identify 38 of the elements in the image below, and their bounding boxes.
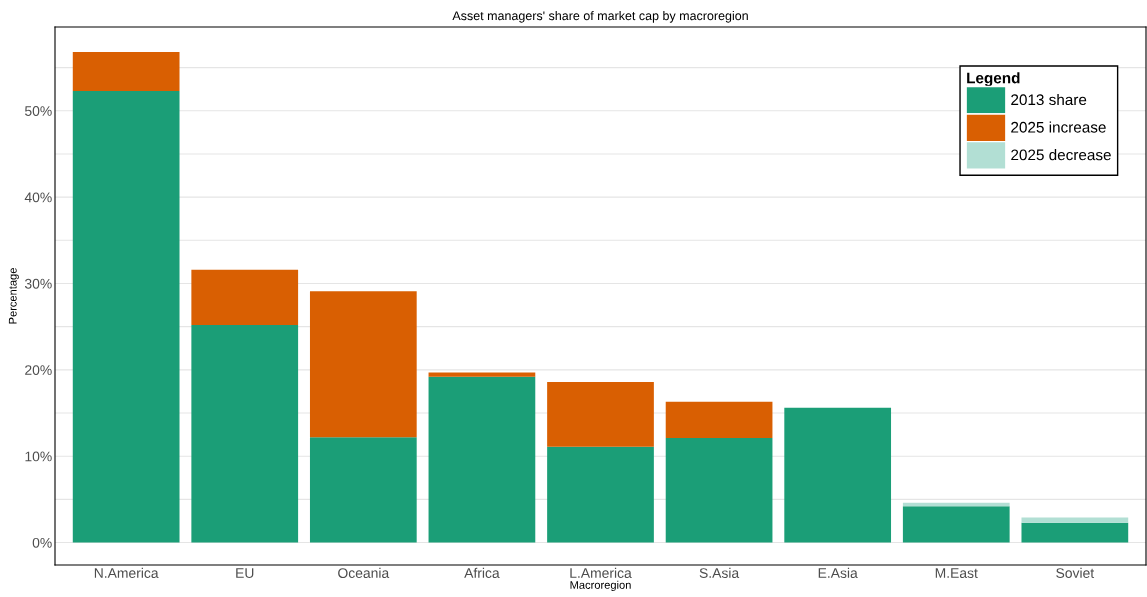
bar: [665, 438, 773, 543]
bar: [428, 376, 536, 543]
bar: [309, 437, 417, 543]
bar: [1021, 517, 1129, 523]
legend-label: 2013 share: [1011, 93, 1087, 106]
x-tick-label: L.America: [570, 567, 632, 578]
x-tick-label: Oceania: [338, 567, 390, 578]
bar: [309, 291, 417, 438]
bar: [428, 372, 536, 377]
bar: [547, 446, 654, 543]
x-tick-label: N.America: [94, 567, 159, 578]
x-tick-label: EU: [236, 568, 254, 578]
bar: [191, 324, 299, 543]
bar: [665, 401, 773, 439]
bar: [72, 90, 180, 543]
x-tick-label: E.Asia: [818, 567, 858, 578]
y-tick-label: 40%: [24, 192, 52, 203]
legend-label: 2025 increase: [1011, 121, 1106, 133]
bar: [784, 407, 892, 543]
y-axis-title: Percentage: [8, 268, 19, 324]
y-tick-label: 10%: [25, 451, 52, 462]
x-tick-label: M.East: [935, 568, 978, 578]
bar: [1021, 522, 1129, 543]
y-tick-label: 0%: [32, 537, 52, 548]
y-tick-label: 20%: [25, 365, 52, 375]
bar: [547, 381, 654, 447]
legend-label: 2025 decrease: [1011, 149, 1111, 161]
bar: [72, 52, 180, 91]
y-tick-label: 50%: [24, 106, 52, 116]
x-tick-label: Africa: [464, 567, 500, 578]
chart-title: Asset managers' share of market cap by macroregion: [452, 11, 748, 23]
bar: [902, 506, 1010, 543]
x-axis-title: Macroregion: [570, 580, 631, 592]
x-tick-label: S.Asia: [699, 567, 740, 578]
x-tick-label: Soviet: [1056, 567, 1095, 578]
y-tick-label: 30%: [24, 278, 52, 289]
bar: [191, 269, 299, 325]
legend-title: Legend: [967, 72, 1020, 87]
